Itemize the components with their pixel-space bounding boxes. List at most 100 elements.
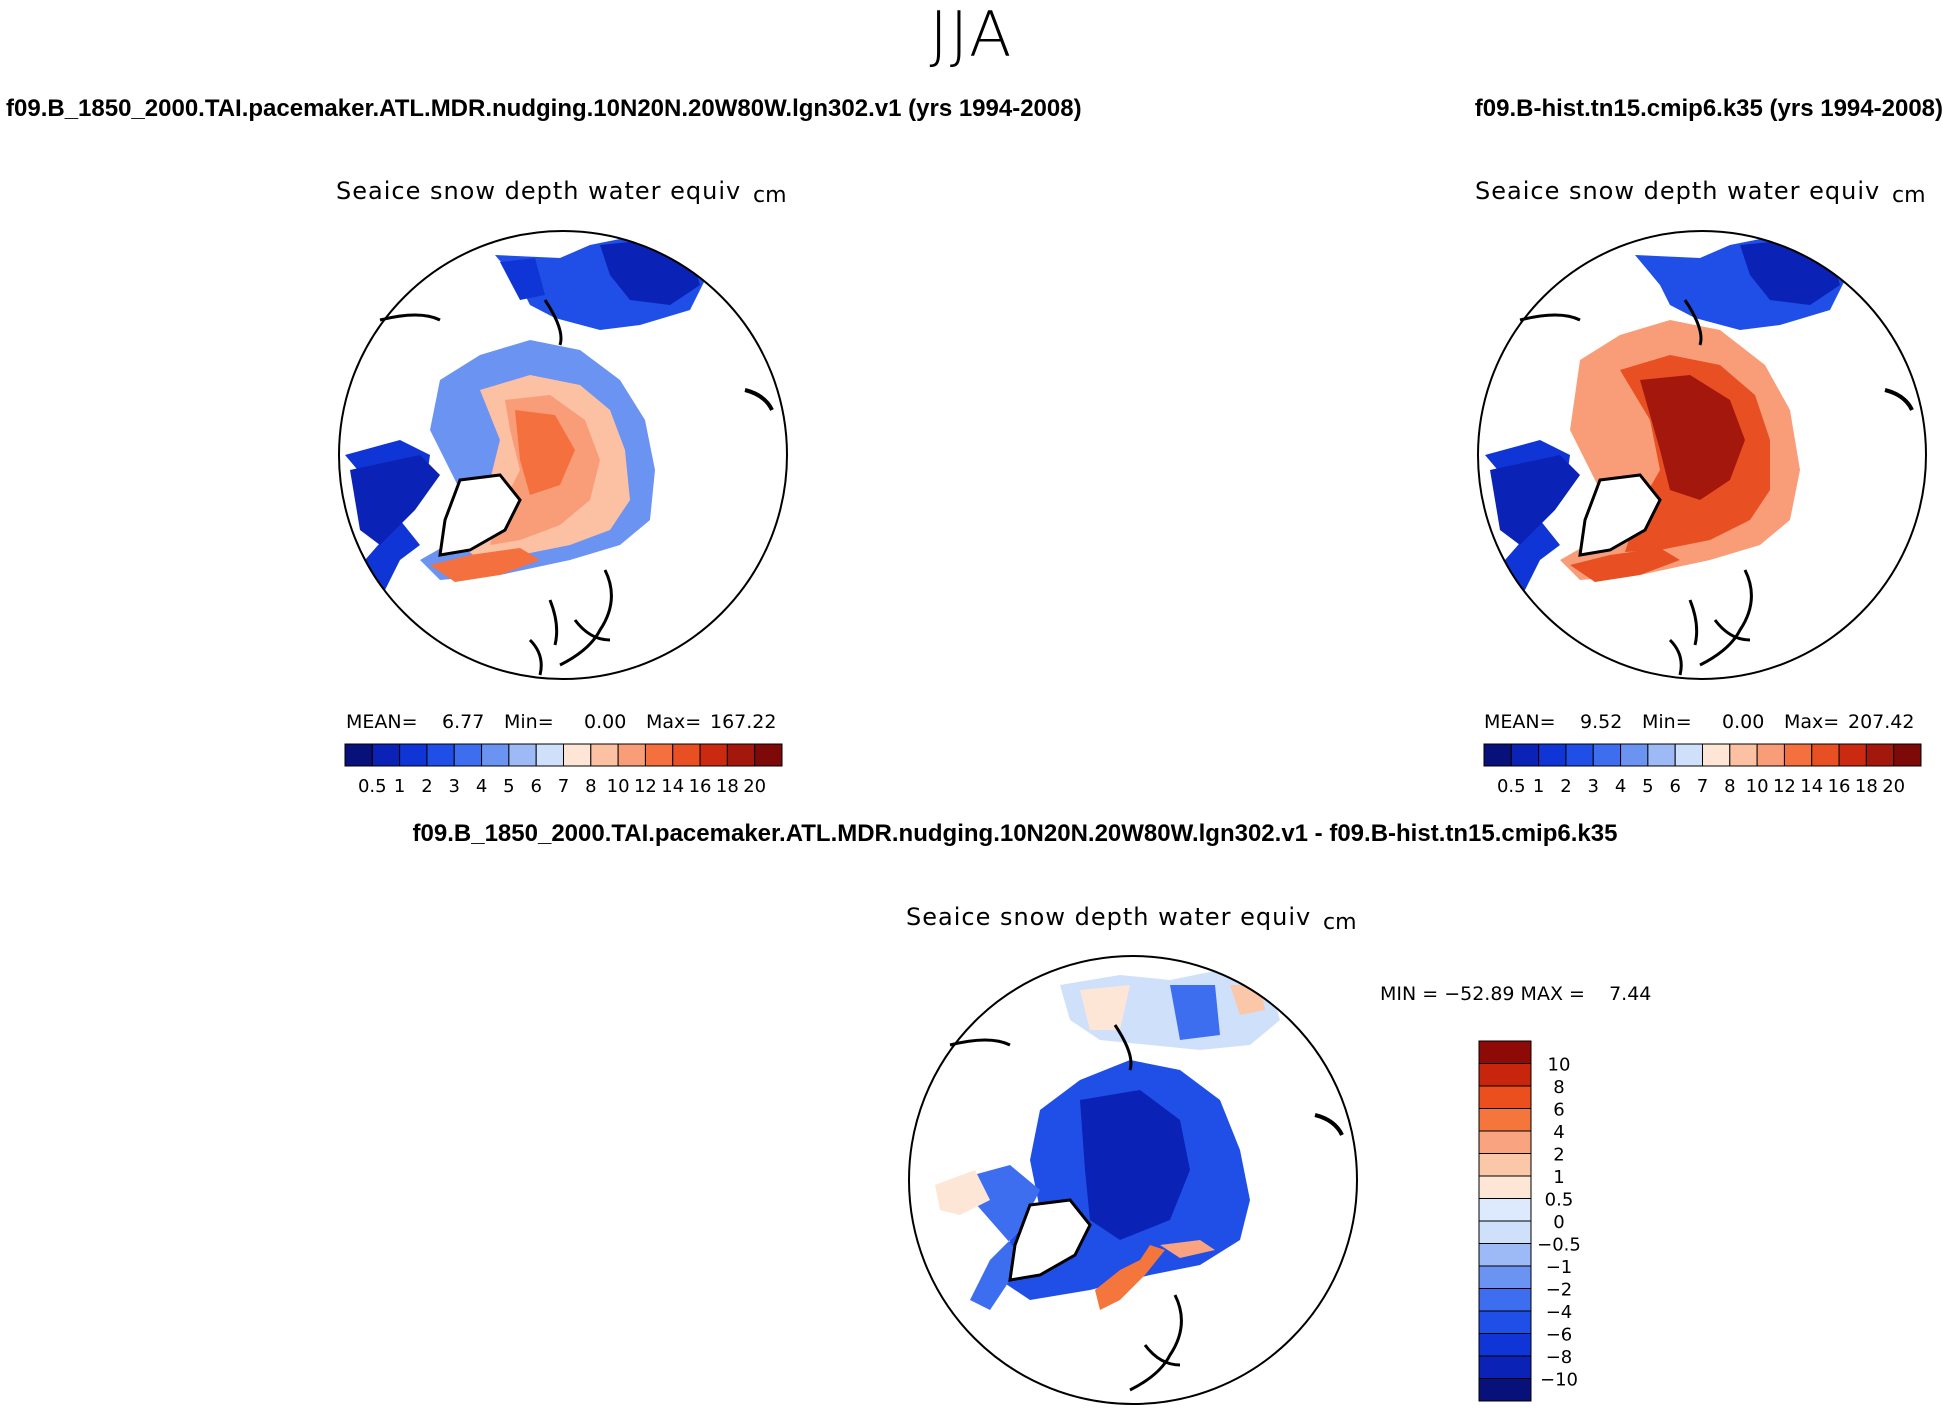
- left-colorbar-swatch: [453, 743, 483, 767]
- diff-colorbar-tick-label: −6: [1546, 1325, 1573, 1346]
- left-colorbar-tick-label: 8: [585, 776, 596, 797]
- right-colorbar-swatch: [1592, 743, 1622, 767]
- diff-colorbar-tick-label: 2: [1553, 1145, 1564, 1166]
- diff-colorbar-swatch: [1478, 1310, 1532, 1334]
- left-colorbar-swatch: [726, 743, 756, 767]
- left-colorbar-swatch: [699, 743, 728, 767]
- diff-colorbar-swatch: [1478, 1130, 1532, 1154]
- right-mean-label: MEAN=: [1484, 711, 1556, 733]
- right-seaice-core-dark: [1640, 375, 1745, 500]
- diff-colorbar-tick-label: −8: [1546, 1347, 1573, 1368]
- diff-colorbar-tick-label: 0: [1553, 1212, 1564, 1233]
- right-colorbar-swatch: [1838, 743, 1867, 767]
- left-max-value: 167.22: [710, 711, 777, 733]
- diff-colorbar-tick-label: 1: [1553, 1167, 1564, 1188]
- diff-map-border: [908, 955, 1358, 1405]
- right-colorbar-swatch: [1483, 743, 1512, 767]
- left-colorbar-tick-label: 0.5: [358, 776, 387, 797]
- left-colorbar-tick-label: 3: [449, 776, 460, 797]
- right-coastline-scandinavia: [1699, 569, 1753, 667]
- left-colorbar-swatch: [426, 743, 455, 767]
- right-seaice-hudson-bay: [1490, 455, 1580, 545]
- diff-colorbar-swatch: [1478, 1243, 1532, 1267]
- left-greenland: [438, 473, 522, 557]
- diff-colorbar-tick-label: 6: [1553, 1100, 1564, 1121]
- diff-unit-label: cm: [1323, 910, 1357, 935]
- diff-colorbar-swatch: [1478, 1175, 1532, 1199]
- right-colorbar-swatch: [1729, 743, 1758, 767]
- diff-colorbar-swatch: [1478, 1063, 1532, 1087]
- right-colorbar-swatch: [1811, 743, 1840, 767]
- left-run-title: f09.B_1850_2000.TAI.pacemaker.ATL.MDR.nu…: [6, 95, 1082, 122]
- diff-run-title: f09.B_1850_2000.TAI.pacemaker.ATL.MDR.nu…: [412, 820, 1618, 847]
- left-colorbar-swatch: [563, 743, 592, 767]
- right-colorbar-swatch: [1865, 743, 1895, 767]
- left-colorbar-swatch: [399, 743, 428, 767]
- right-colorbar-swatch: [1510, 743, 1540, 767]
- left-colorbar-tick-label: 16: [689, 776, 712, 797]
- left-colorbar-tick-label: 12: [634, 776, 657, 797]
- diff-colorbar-tick-label: 10: [1548, 1055, 1571, 1076]
- left-colorbar-tick-label: 18: [716, 776, 739, 797]
- diff-colorbar-swatch: [1478, 1153, 1532, 1177]
- diff-greenland-land: [1008, 1198, 1092, 1282]
- right-colorbar-tick-label: 6: [1669, 776, 1680, 797]
- right-colorbar-swatch: [1620, 743, 1649, 767]
- right-colorbar-tick-label: 16: [1828, 776, 1851, 797]
- right-colorbar-swatch: [1565, 743, 1594, 767]
- right-run-title: f09.B-hist.tn15.cmip6.k35 (yrs 1994-2008…: [1474, 95, 1943, 122]
- diff-coastline-islands: [1314, 1113, 1344, 1136]
- left-variable-title: Seaice snow depth water equiv: [336, 177, 742, 205]
- left-seaice-hudson-bay: [350, 455, 440, 545]
- right-max-value: 207.42: [1848, 711, 1915, 733]
- diff-colorbar-swatch: [1478, 1355, 1532, 1379]
- left-colorbar-swatch: [371, 743, 401, 767]
- diff-colorbar-tick-label: −2: [1546, 1280, 1573, 1301]
- right-mean-value: 9.52: [1580, 711, 1623, 733]
- right-colorbar-swatch: [1674, 743, 1703, 767]
- right-colorbar-tick-label: 10: [1746, 776, 1769, 797]
- left-seaice-okhotsk: [500, 258, 545, 300]
- right-colorbar-tick-label: 20: [1882, 776, 1905, 797]
- diff-colorbar-swatch: [1478, 1288, 1532, 1312]
- left-colorbar-tick-label: 7: [558, 776, 569, 797]
- left-colorbar-tick-label: 4: [476, 776, 487, 797]
- left-colorbar-tick-label: 14: [661, 776, 684, 797]
- diff-colorbar-swatch: [1478, 1333, 1532, 1357]
- diff-colorbar-tick-label: −1: [1546, 1257, 1573, 1278]
- left-colorbar-swatch: [535, 743, 564, 767]
- diff-colorbar-tick-label: 4: [1553, 1122, 1564, 1143]
- diff-colorbar-swatch: [1478, 1378, 1532, 1402]
- diff-colorbar-tick-label: 8: [1553, 1077, 1564, 1098]
- left-colorbar-tick-label: 6: [530, 776, 541, 797]
- right-greenland: [1578, 473, 1662, 557]
- diff-colorbar-swatch: [1478, 1220, 1532, 1244]
- right-min-value: 0.00: [1722, 711, 1765, 733]
- right-colorbar-tick-label: 12: [1773, 776, 1796, 797]
- right-min-label: Min=: [1642, 711, 1692, 733]
- right-coastline-islands: [1884, 388, 1914, 411]
- diff-canada-warm: [935, 1170, 990, 1215]
- right-max-label: Max=: [1784, 711, 1840, 733]
- diff-coastline-scandinavia: [1129, 1294, 1183, 1392]
- left-colorbar-swatch: [508, 743, 537, 767]
- right-colorbar-tick-label: 1: [1533, 776, 1544, 797]
- right-seaice-greenland-strip: [1570, 548, 1680, 582]
- left-max-label: Max=: [646, 711, 702, 733]
- right-colorbar-tick-label: 2: [1560, 776, 1571, 797]
- right-colorbar-tick-label: 3: [1588, 776, 1599, 797]
- left-colorbar-tick-label: 2: [421, 776, 432, 797]
- left-colorbar-swatch: [754, 743, 783, 767]
- left-colorbar-swatch: [590, 743, 619, 767]
- season-title: JJA: [929, 0, 1014, 71]
- left-colorbar-swatch: [644, 743, 674, 767]
- right-colorbar-tick-label: 7: [1697, 776, 1708, 797]
- right-coastline-europe: [1668, 599, 1699, 676]
- right-colorbar-tick-label: 8: [1724, 776, 1735, 797]
- diff-barents-warm: [1160, 1240, 1215, 1258]
- left-map-border: [338, 230, 788, 680]
- right-map-border: [1477, 230, 1927, 680]
- right-colorbar-tick-label: 18: [1855, 776, 1878, 797]
- left-unit-label: cm: [753, 183, 787, 208]
